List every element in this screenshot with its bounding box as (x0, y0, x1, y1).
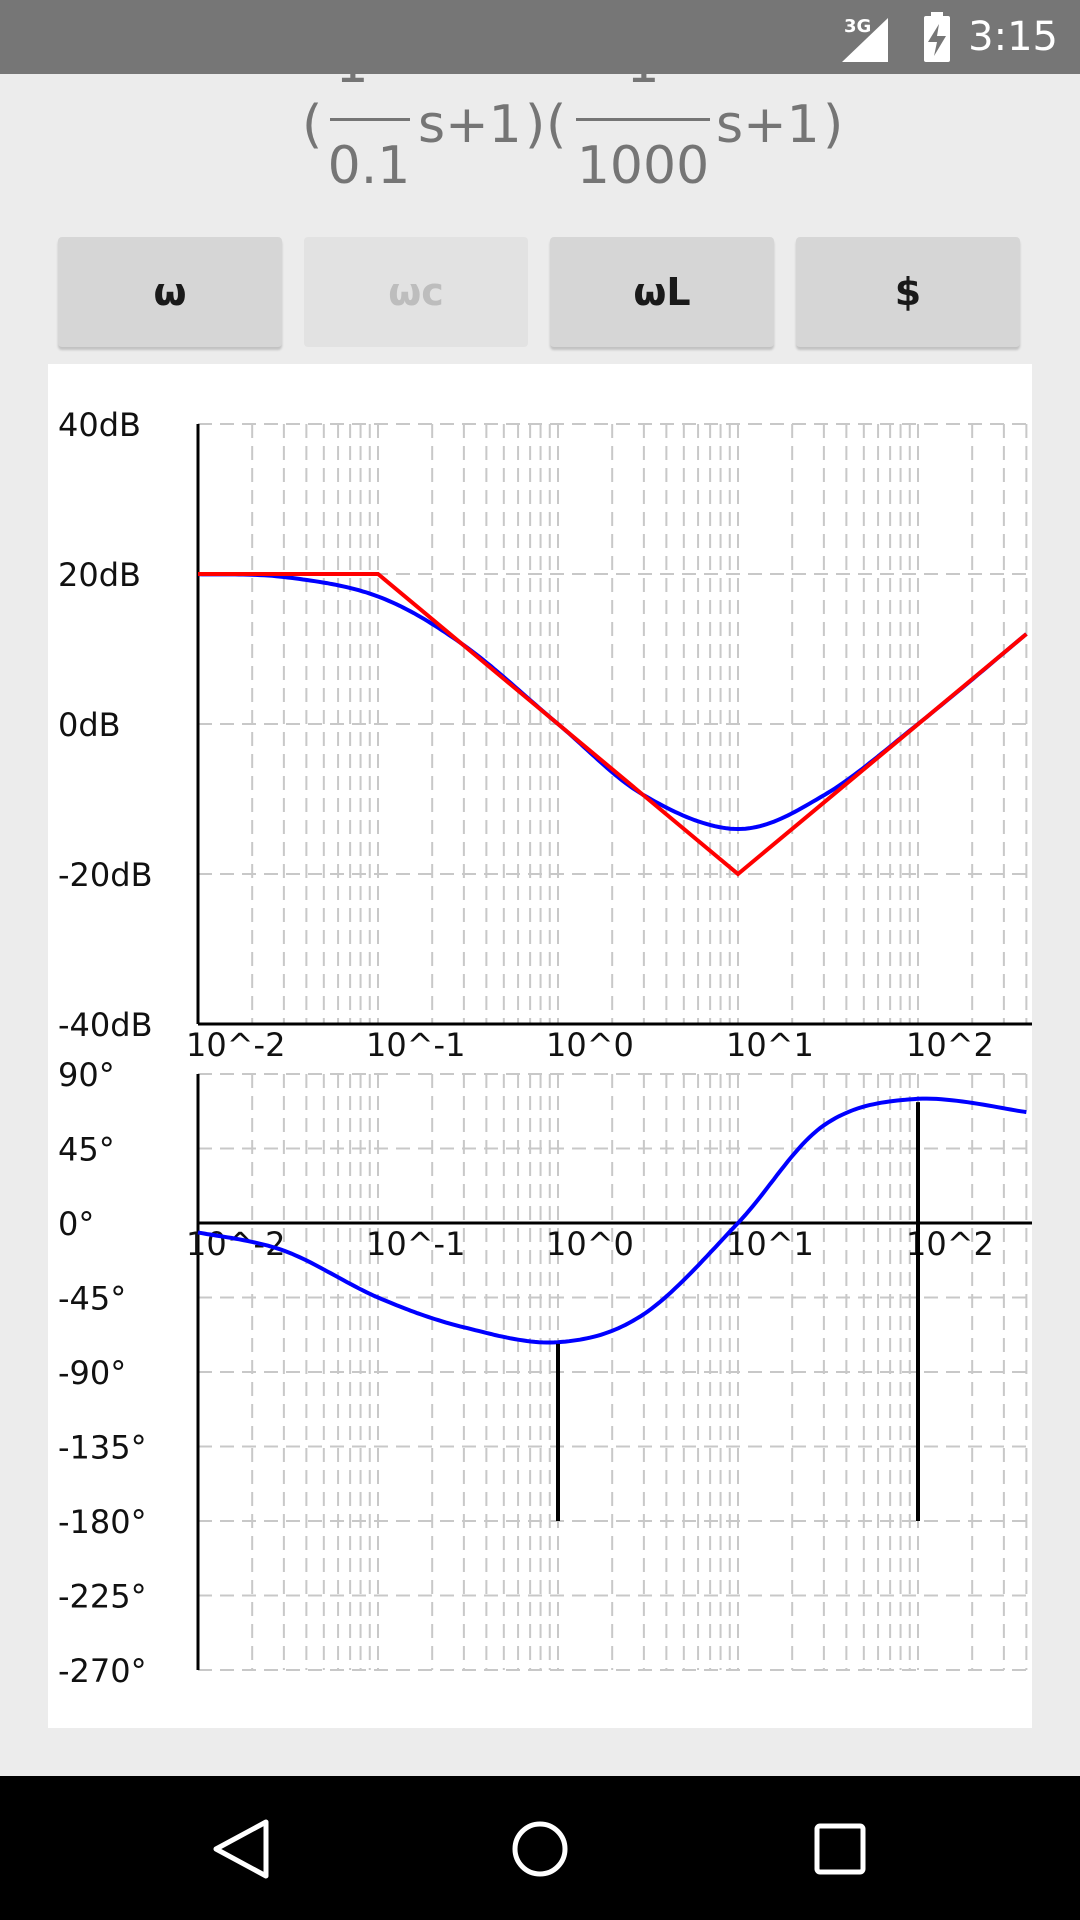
y-tick-label: -225° (58, 1578, 147, 1616)
term2-denominator: 1000 (577, 136, 709, 196)
exact-curve (197, 1096, 1027, 1345)
y-tick-label: -40dB (58, 1006, 153, 1044)
status-time: 3:15 (968, 14, 1058, 60)
term1-denominator: 0.1 (328, 136, 411, 196)
term2-fraction-bar (576, 118, 710, 121)
y-tick-label: 40dB (58, 406, 141, 444)
formula-close-paren-2: ) (823, 95, 843, 155)
x-tick-label: 10^-2 (186, 1026, 285, 1064)
omega-l-button[interactable]: ωL (550, 237, 774, 347)
x-tick-label: 10^0 (546, 1026, 634, 1064)
x-tick-label: 10^1 (726, 1026, 814, 1064)
home-icon[interactable] (505, 1814, 575, 1884)
toolbar: ω ωc ωL $ (58, 237, 1022, 347)
signal-icon (842, 18, 888, 62)
navigation-bar (0, 1776, 1080, 1920)
x-tick-label: 10^-1 (366, 1026, 465, 1064)
magnitude-plot: 40dB 20dB 0dB -20dB -40dB 10^-2 10^-1 10^0 10^1 1… (58, 406, 1032, 1064)
y-tick-label: -20dB (58, 856, 153, 894)
term1-numerator: 1 (335, 74, 368, 95)
recents-icon[interactable] (805, 1814, 875, 1884)
phase-grid (197, 1073, 1032, 1671)
term2-numerator: 1 (626, 74, 659, 95)
back-icon[interactable] (206, 1814, 276, 1884)
asymptote-line (198, 572, 1028, 877)
y-tick-label: 20dB (58, 556, 141, 594)
bode-plot: 40dB 20dB 0dB -20dB -40dB 10^-2 10^-1 10^0 10^1 1… (58, 406, 1032, 1690)
term1-fraction-bar (330, 118, 410, 121)
x-tick-label: 10^2 (906, 1026, 994, 1064)
y-tick-label: -90° (58, 1354, 126, 1392)
network-type-label: 3G (844, 16, 871, 37)
formula-open-paren-1: ( (302, 95, 322, 155)
magnitude-grid (197, 423, 1032, 1025)
battery-charging-icon (924, 12, 950, 62)
y-tick-label: 45° (58, 1131, 115, 1169)
transfer-function-formula: ( 1 0.1 s+1 ) ( 1 1000 s+1 ) (302, 74, 843, 196)
phase-plot: 90° 45° 0° -45° -90° -135° -180° -225° -270° 10^-… (58, 1056, 1032, 1690)
y-tick-label: 0° (58, 1205, 94, 1243)
x-tick-label: 10^-2 (186, 1225, 285, 1263)
y-tick-label: 0dB (58, 706, 121, 744)
y-tick-label: -270° (58, 1652, 147, 1690)
status-icons: 3G (842, 12, 950, 62)
status-bar: 3G 3:15 (0, 0, 1080, 74)
dollar-button[interactable]: $ (796, 237, 1020, 347)
x-tick-label: 10^-1 (366, 1225, 465, 1263)
y-tick-label: -180° (58, 1503, 147, 1541)
y-tick-label: -45° (58, 1280, 126, 1318)
formula-close-paren-1: ) (525, 95, 545, 155)
y-tick-label: 90° (58, 1056, 115, 1094)
x-tick-label: 10^2 (906, 1225, 994, 1263)
bode-plot-panel: 40dB 20dB 0dB -20dB -40dB 10^-2 10^-1 10^0 10^1 1… (48, 364, 1032, 1728)
x-tick-label: 10^1 (726, 1225, 814, 1263)
omega-c-button[interactable]: ωc (304, 237, 528, 347)
term2-suffix: s+1 (716, 95, 820, 155)
term1-suffix: s+1 (418, 95, 522, 155)
x-tick-label: 10^0 (546, 1225, 634, 1263)
y-tick-label: -135° (58, 1429, 147, 1467)
formula-open-paren-2: ( (546, 95, 566, 155)
omega-button[interactable]: ω (58, 237, 282, 347)
